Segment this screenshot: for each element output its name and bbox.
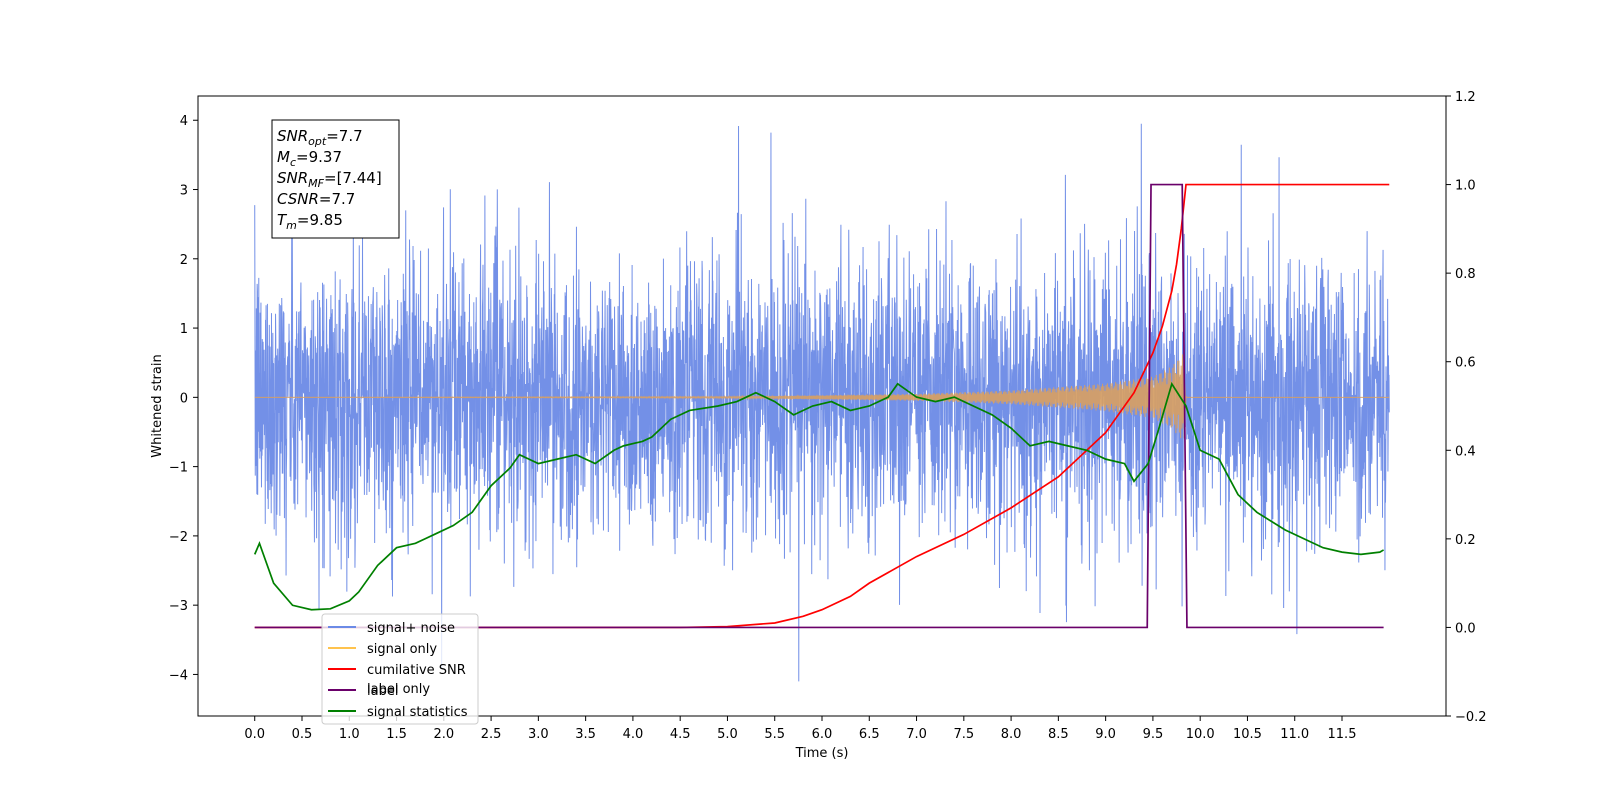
annotation-line: CSNR=7.7 [277,190,355,208]
noise-line [254,123,1390,682]
x-tick-label: 11.5 [1328,727,1357,742]
x-tick-label: 4.5 [670,727,691,742]
legend-label: signal+ noise [367,621,455,636]
y2-tick-label: 0.8 [1455,267,1476,282]
y2-tick-label: 1.2 [1455,90,1476,105]
x-axis: 0.0 0.5 1.0 1.5 2.0 2.5 3.0 3.5 4.0 4.5 5.0 5.5 6.0 6… [244,716,1356,742]
y2-tick-label: 1.0 [1455,179,1476,194]
series-signal-plus-noise [254,123,1390,682]
x-tick-label: 2.5 [481,727,502,742]
cumulative-snr-line [254,183,1390,629]
x-tick-label: 9.5 [1143,727,1164,742]
annotation-line: Tm=9.85 [277,211,343,232]
y-axis-right: 1.2 1.0 0.8 0.6 0.4 0.2 0.0 −0.2 [1446,90,1487,725]
x-tick-label: 0.0 [244,727,265,742]
x-tick-label: 8.0 [1001,727,1022,742]
x-tick-label: 8.5 [1048,727,1069,742]
x-tick-label: 7.5 [953,727,974,742]
x-tick-label: 11.0 [1280,727,1309,742]
annotation-line: SNRopt=7.7 [277,127,363,148]
right-axis-series [253,183,1390,629]
x-axis-label: Time (s) [795,746,849,761]
x-tick-label: 2.0 [433,727,454,742]
y-tick-label: −4 [169,668,188,683]
legend-label: signal statistics [367,705,468,720]
legend-label: signal only [367,642,437,657]
x-tick-label: 1.5 [386,727,407,742]
legend-hidden-text: label only [367,682,430,697]
x-tick-label: 1.0 [339,727,360,742]
legend-label: cumilative SNR [367,663,466,678]
y2-tick-label: 0.0 [1455,621,1476,636]
y2-tick-label: 0.2 [1455,533,1476,548]
y-tick-label: 1 [180,322,188,337]
x-tick-label: 5.0 [717,727,738,742]
y-tick-label: 4 [180,114,188,129]
x-tick-label: 7.0 [906,727,927,742]
label-line [254,183,1384,629]
x-tick-label: 10.0 [1186,727,1215,742]
series-signal-only [254,354,1390,439]
x-tick-label: 3.0 [528,727,549,742]
y2-tick-label: 0.4 [1455,444,1476,459]
annotation-frame [271,119,400,239]
x-tick-label: 6.0 [812,727,833,742]
legend: label only signal+ noise signal only cumila… [321,613,479,725]
annotation-line: Mc=9.37 [277,148,342,169]
y-tick-label: −1 [169,461,188,476]
x-tick-label: 9.0 [1095,727,1116,742]
x-tick-label: 0.5 [292,727,313,742]
y-axis-label: Whitened strain [150,354,165,457]
x-tick-label: 5.5 [764,727,785,742]
legend-frame [321,613,479,725]
y-tick-label: 3 [180,184,188,199]
y2-tick-label: 0.6 [1455,356,1476,371]
y-tick-label: 0 [180,391,188,406]
x-tick-label: 3.5 [575,727,596,742]
y-tick-label: 2 [180,253,188,268]
y-axis-left: 4 3 2 1 0 −1 −2 −3 −4 [169,114,198,683]
y2-tick-label: −0.2 [1455,710,1487,725]
legend-label: label [367,684,398,699]
x-tick-label: 6.5 [859,727,880,742]
x-tick-label: 10.5 [1233,727,1262,742]
x-tick-label: 4.0 [623,727,644,742]
y-tick-label: −3 [169,599,188,614]
signal-statistics-line [253,381,1385,611]
y-tick-label: −2 [169,530,188,545]
annotation-line: SNRMF=[7.44] [277,169,382,190]
signal-only-line [254,354,1390,439]
